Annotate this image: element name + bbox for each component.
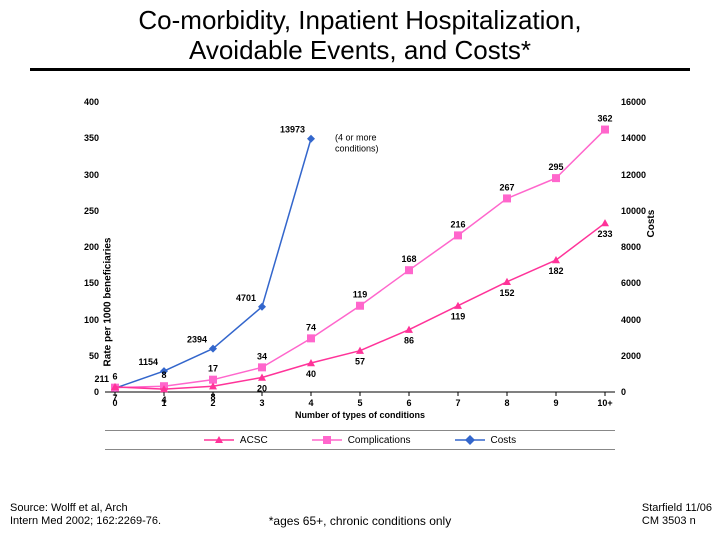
title-line2: Avoidable Events, and Costs* xyxy=(189,35,531,65)
svg-text:119: 119 xyxy=(451,312,466,322)
x-tick: 3 xyxy=(259,398,264,408)
svg-text:182: 182 xyxy=(548,266,563,276)
x-tick: 6 xyxy=(406,398,411,408)
legend-item-acsc: ACSC xyxy=(204,435,268,446)
y-left-tick: 350 xyxy=(59,133,99,143)
triangle-icon xyxy=(204,435,234,445)
x-tick: 9 xyxy=(553,398,558,408)
legend-item-complications: Complications xyxy=(312,435,411,446)
x-tick: 0 xyxy=(112,398,117,408)
x-tick: 4 xyxy=(308,398,313,408)
y-right-tick: 8000 xyxy=(621,242,661,252)
svg-text:40: 40 xyxy=(306,369,316,379)
y-right-tick: 0 xyxy=(621,387,661,397)
svg-text:2394: 2394 xyxy=(187,335,207,345)
svg-text:1154: 1154 xyxy=(138,357,158,367)
svg-text:57: 57 xyxy=(355,357,365,367)
svg-text:119: 119 xyxy=(353,290,368,300)
svg-text:6: 6 xyxy=(112,372,117,382)
stamp-line2: CM 3503 n xyxy=(642,515,696,527)
svg-text:267: 267 xyxy=(499,182,514,192)
legend-item-costs: Costs xyxy=(455,435,517,446)
y-right-tick: 10000 xyxy=(621,206,661,216)
square-icon xyxy=(312,435,342,445)
svg-text:233: 233 xyxy=(597,229,612,239)
y-right-tick: 14000 xyxy=(621,133,661,143)
y-left-tick: 400 xyxy=(59,97,99,107)
x-axis-label: Number of types of conditions xyxy=(105,410,615,420)
diamond-icon xyxy=(455,435,485,445)
y-left-tick: 50 xyxy=(59,351,99,361)
y-left-tick: 250 xyxy=(59,206,99,216)
svg-text:(4 or moreconditions): (4 or moreconditions) xyxy=(335,133,379,154)
x-tick: 2 xyxy=(210,398,215,408)
chart-svg: 2111154239447011397368173474119168216267… xyxy=(105,102,615,392)
y-right-tick: 16000 xyxy=(621,97,661,107)
x-tick: 5 xyxy=(357,398,362,408)
svg-text:295: 295 xyxy=(548,162,563,172)
x-tick: 1 xyxy=(161,398,166,408)
y-left-tick: 300 xyxy=(59,170,99,180)
title-line1: Co-morbidity, Inpatient Hospitalization, xyxy=(138,5,581,35)
svg-text:13973: 13973 xyxy=(280,125,305,135)
legend-complications-label: Complications xyxy=(348,435,411,446)
slide-title: Co-morbidity, Inpatient Hospitalization,… xyxy=(0,0,720,66)
stamp-text: Starfield 11/06 CM 3503 n xyxy=(642,502,712,528)
x-tick: 7 xyxy=(455,398,460,408)
svg-text:152: 152 xyxy=(499,288,514,298)
y-left-axis: 050100150200250300350400 xyxy=(55,102,105,392)
source-line1: Source: Wolff et al, Arch xyxy=(10,502,128,514)
x-axis: 0 1 2 3 4 5 6 7 8 9 10+ xyxy=(105,392,615,412)
svg-text:74: 74 xyxy=(306,322,316,332)
y-right-axis: 0200040006000800010000120001400016000 xyxy=(615,102,665,392)
y-right-tick: 12000 xyxy=(621,170,661,180)
svg-text:86: 86 xyxy=(404,336,414,346)
svg-text:17: 17 xyxy=(208,364,218,374)
stamp-line1: Starfield 11/06 xyxy=(642,502,712,514)
svg-text:34: 34 xyxy=(257,351,267,361)
chart-container: Rate per 1000 beneficiaries Costs 050100… xyxy=(55,92,665,452)
y-right-tick: 2000 xyxy=(621,351,661,361)
svg-text:4701: 4701 xyxy=(236,293,256,303)
svg-text:211: 211 xyxy=(94,374,109,384)
footnote-text: *ages 65+, chronic conditions only xyxy=(0,514,720,528)
svg-text:362: 362 xyxy=(597,114,612,124)
legend-costs-label: Costs xyxy=(491,435,517,446)
svg-text:168: 168 xyxy=(401,254,416,264)
y-left-tick: 200 xyxy=(59,242,99,252)
legend-acsc-label: ACSC xyxy=(240,435,268,446)
title-divider xyxy=(30,68,690,71)
y-left-tick: 100 xyxy=(59,315,99,325)
svg-text:8: 8 xyxy=(161,370,166,380)
legend: ACSC Complications Costs xyxy=(105,430,615,450)
x-tick: 10+ xyxy=(597,398,612,408)
y-left-tick: 0 xyxy=(59,387,99,397)
y-right-tick: 6000 xyxy=(621,278,661,288)
x-tick: 8 xyxy=(504,398,509,408)
plot-area: 2111154239447011397368173474119168216267… xyxy=(105,102,615,392)
y-left-tick: 150 xyxy=(59,278,99,288)
svg-text:216: 216 xyxy=(450,219,465,229)
y-right-tick: 4000 xyxy=(621,315,661,325)
